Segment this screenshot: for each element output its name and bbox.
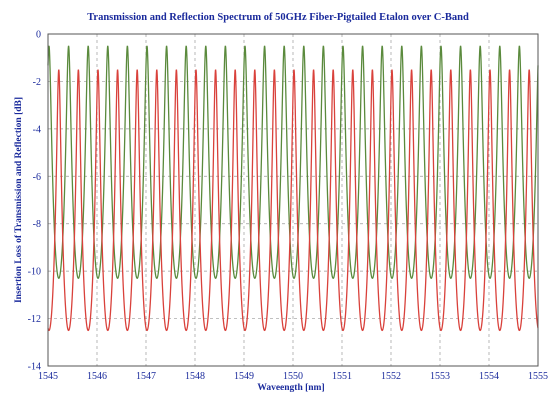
x-axis-label: Waveength [nm] [257, 383, 324, 393]
x-tick-label: 1545 [38, 371, 58, 382]
x-tick-label: 1554 [479, 371, 499, 382]
y-tick-label: -14 [28, 362, 41, 373]
x-tick-label: 1552 [381, 371, 401, 382]
tick-labels: 1545 1546 1547 1548 1549 1550 1551 1552 1553 1554… [28, 30, 548, 383]
y-tick-label: -12 [28, 314, 41, 325]
x-tick-label: 1549 [234, 371, 254, 382]
series-reflection-line [47, 69, 539, 332]
x-tick-label: 1550 [283, 371, 303, 382]
x-tick-label: 1547 [136, 371, 156, 382]
x-tick-label: 1548 [185, 371, 205, 382]
x-tick-label: 1551 [332, 371, 352, 382]
series-layer [47, 45, 539, 332]
plot-frame [47, 33, 539, 367]
x-tick-label: 1555 [528, 371, 548, 382]
y-tick-label: -6 [33, 172, 41, 183]
x-tick-label: 1546 [87, 371, 107, 382]
series-transmission-line [47, 45, 539, 279]
y-tick-label: -2 [33, 77, 41, 88]
chart-title: Transmission and Reflection Spectrum of … [87, 12, 469, 23]
y-tick-label: 0 [36, 30, 41, 41]
y-tick-label: -8 [33, 219, 41, 230]
y-tick-label: -10 [28, 267, 41, 278]
y-axis-label: Insertion Loss of Transmission and Refle… [14, 97, 24, 303]
y-tick-label: -4 [33, 124, 41, 135]
x-tick-label: 1553 [430, 371, 450, 382]
